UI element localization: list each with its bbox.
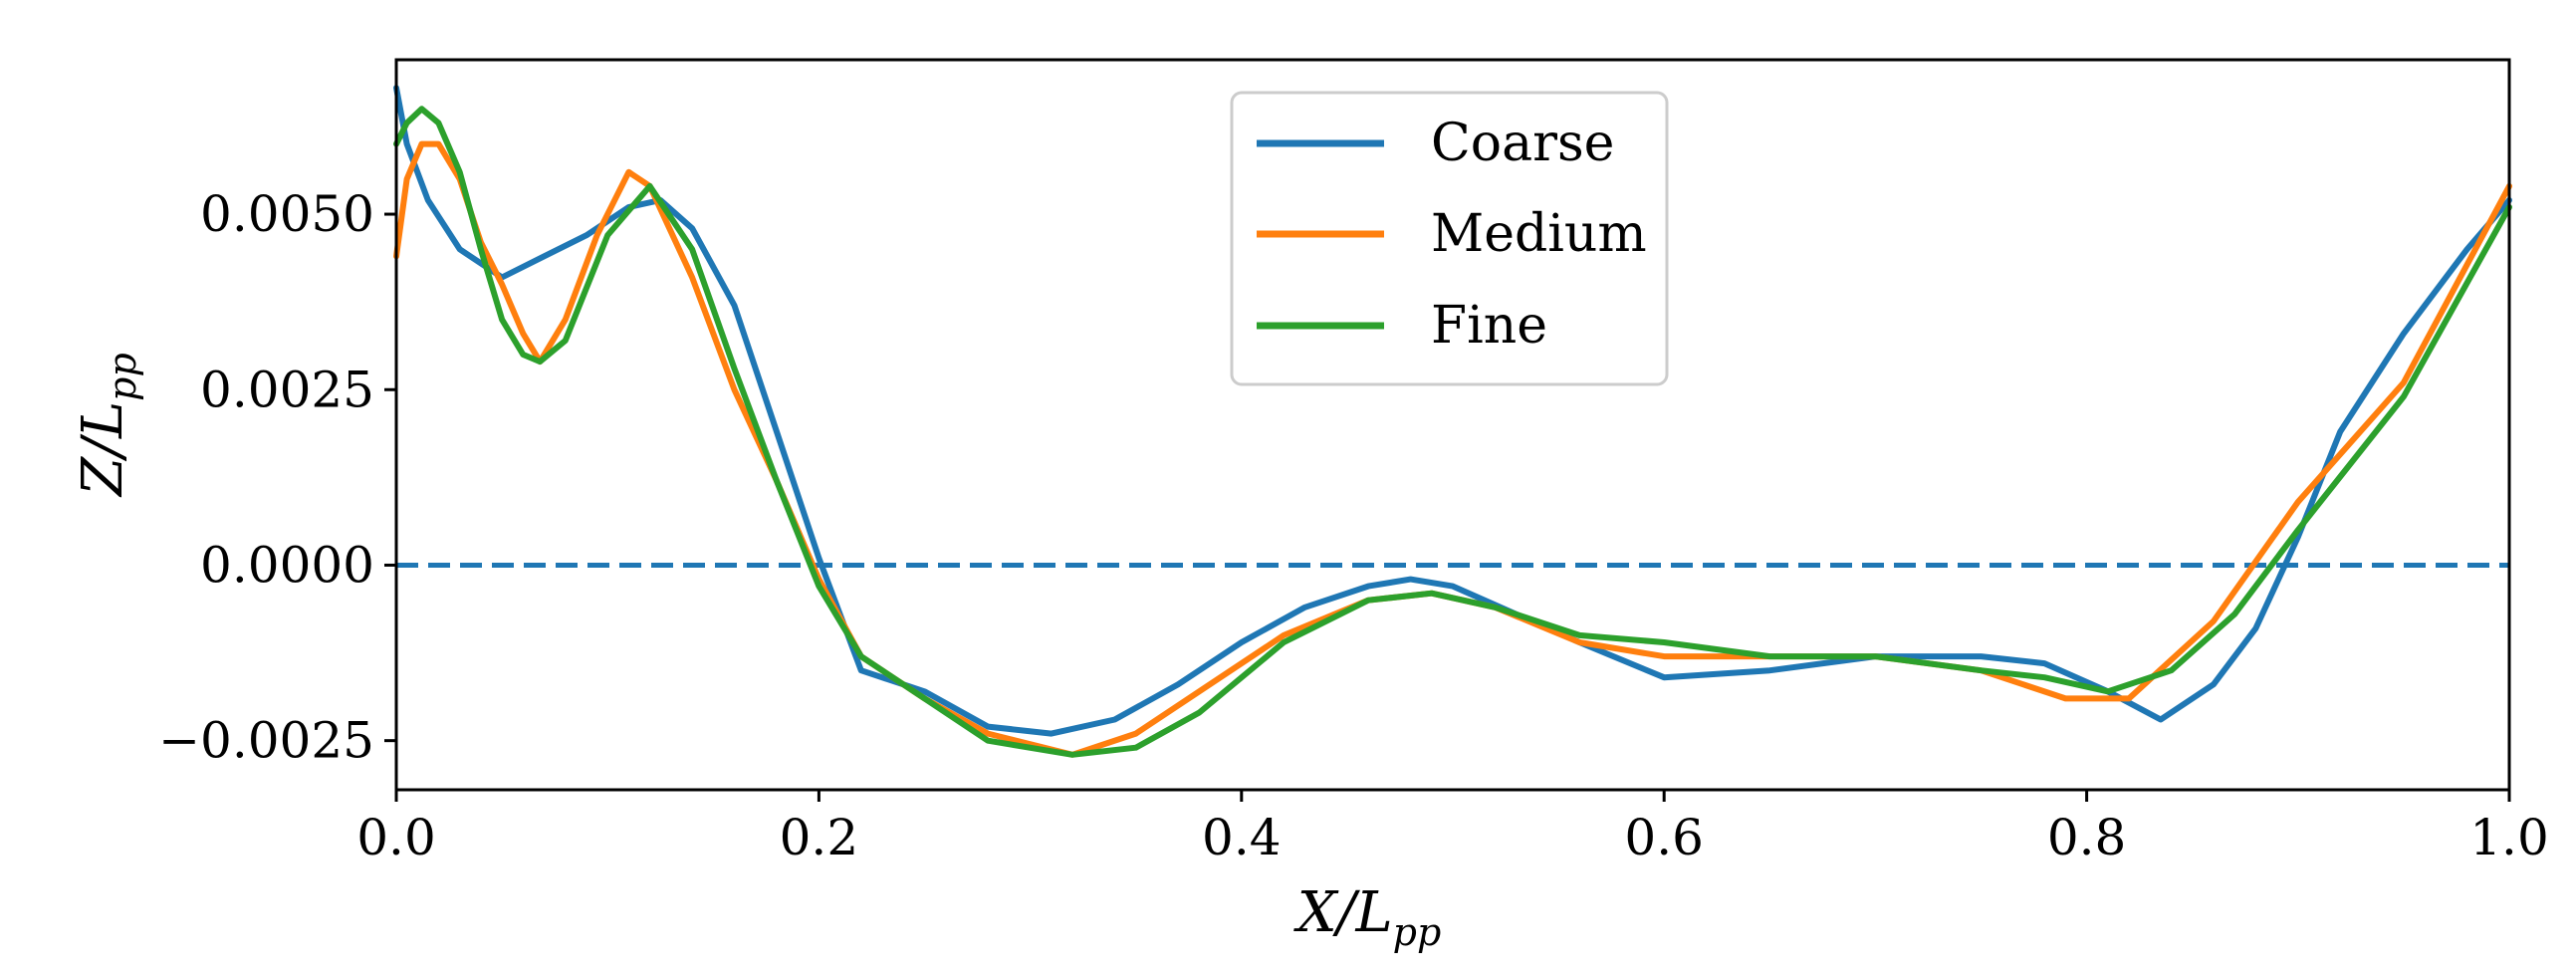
x-tick-label: 0.4 <box>1202 809 1282 866</box>
y-tick-label: 0.0000 <box>200 536 374 594</box>
x-tick-label: 0.8 <box>2047 809 2127 866</box>
series-line-coarse <box>393 85 2512 737</box>
x-axis-title: X/Lpp <box>1293 880 1442 954</box>
legend-label-coarse: Coarse <box>1431 114 1614 173</box>
y-tick-label: −0.0025 <box>158 712 374 770</box>
x-axis-title-main: X/L <box>1293 880 1393 945</box>
y-tick-label: 0.0050 <box>200 185 374 243</box>
legend-frame <box>1230 91 1669 386</box>
x-tick-label: 1.0 <box>2469 809 2549 866</box>
x-tick-label: 0.6 <box>1624 809 1704 866</box>
axes-frame <box>394 58 2511 792</box>
x-axis-title-sub: pp <box>1393 910 1442 954</box>
y-axis-title: Z/Lpp <box>71 353 144 498</box>
plot-area: 0.0 0.2 0.4 0.6 0.8 1.0 −0.0025 0.0000 0.0025 0.0… <box>158 58 2549 866</box>
legend-label-fine: Fine <box>1431 296 1547 356</box>
series-line-fine <box>393 106 2512 758</box>
x-tick-label: 0.2 <box>780 809 859 866</box>
y-tick-label: 0.0025 <box>200 361 374 418</box>
x-tick-label: 0.0 <box>356 809 436 866</box>
y-axis-title-sub: pp <box>101 353 144 401</box>
legend: Coarse Medium Fine <box>1230 91 1669 386</box>
legend-label-medium: Medium <box>1431 204 1647 264</box>
y-axis-title-main: Z/L <box>71 401 135 498</box>
